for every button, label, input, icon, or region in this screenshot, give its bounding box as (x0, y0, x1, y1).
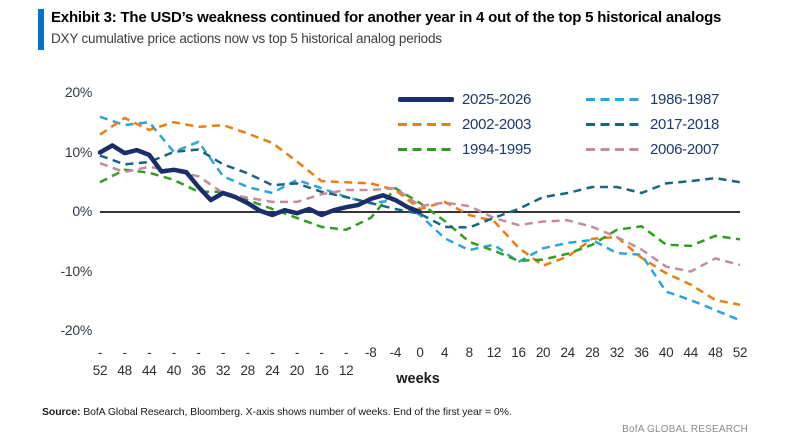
x-tick-week-20: 20 (535, 345, 551, 360)
y-tick--10%: -10% (60, 262, 93, 279)
x-tick-week--16: -16 (314, 345, 329, 378)
legend-swatch-1994-1995 (398, 148, 454, 151)
y-tick-20%: 20% (64, 84, 92, 100)
legend-item-2017-2018: 2017-2018 (586, 112, 719, 137)
chart-legend-column-1: 2025-2026 2002-2003 1994-1995 (398, 87, 531, 162)
exhibit-title: Exhibit 3: The USD’s weakness continued … (51, 9, 722, 26)
legend-item-2002-2003: 2002-2003 (398, 112, 531, 137)
x-tick-week--36: -36 (191, 345, 206, 378)
legend-swatch-2002-2003 (398, 123, 454, 126)
series-line-1986-1987 (99, 115, 741, 322)
x-tick-week--28: -28 (240, 345, 255, 378)
series-line-1994-1995 (99, 168, 741, 263)
legend-item-2006-2007: 2006-2007 (586, 137, 719, 162)
x-tick-week-24: 24 (560, 345, 575, 360)
legend-label-1986-1987: 1986-1987 (650, 91, 720, 108)
title-accent-bar (38, 9, 44, 50)
x-tick-week--52: -52 (92, 345, 108, 378)
x-tick-week--4: -4 (389, 345, 402, 360)
x-tick-week-28: 28 (585, 345, 600, 360)
x-tick-week-48: 48 (708, 345, 723, 360)
legend-label-2017-2018: 2017-2018 (650, 116, 720, 133)
x-tick-week--48: -48 (117, 345, 132, 378)
legend-swatch-1986-1987 (586, 98, 642, 101)
series-line-2025-2026 (97, 143, 423, 218)
y-tick-0%: 0% (72, 203, 92, 219)
series-line-2017-2018 (99, 148, 741, 229)
legend-label-1994-1995: 1994-1995 (462, 141, 532, 158)
legend-swatch-2006-2007 (586, 148, 642, 151)
legend-swatch-2025-2026 (398, 97, 454, 102)
x-tick-week--32: -32 (215, 345, 231, 378)
x-tick-week-52: 52 (732, 345, 748, 360)
legend-item-1994-1995: 1994-1995 (398, 137, 531, 162)
x-tick-week--20: -20 (289, 345, 305, 378)
series-line-2006-2007 (99, 162, 741, 273)
x-tick-week--8: -8 (365, 345, 377, 360)
legend-item-2025-2026: 2025-2026 (398, 87, 531, 112)
source-text: BofA Global Research, Bloomberg. X-axis … (80, 406, 512, 418)
x-tick-week-40: 40 (658, 345, 674, 360)
x-tick-week--12: -12 (338, 345, 354, 378)
x-axis-title: weeks (396, 371, 440, 387)
x-tick-week-44: 44 (683, 345, 699, 360)
x-tick-week-16: 16 (511, 345, 526, 360)
chart-legend-column-2: 1986-1987 2017-2018 2006-2007 (586, 87, 719, 162)
legend-label-2025-2026: 2025-2026 (462, 91, 532, 108)
x-tick-week-8: 8 (465, 345, 474, 360)
source-label: Source: (42, 406, 81, 418)
exhibit-subtitle: DXY cumulative price actions now vs top … (51, 31, 442, 46)
series-line-2002-2003 (99, 116, 741, 307)
x-tick-week--24: -24 (265, 345, 280, 378)
x-tick-week-0: 0 (416, 345, 424, 360)
legend-item-1986-1987: 1986-1987 (586, 87, 719, 112)
y-tick-10%: 10% (64, 143, 92, 160)
x-tick-week-4: 4 (441, 345, 449, 360)
x-tick-week--44: -44 (142, 345, 157, 378)
x-tick-week-32: 32 (609, 345, 625, 360)
legend-swatch-2017-2018 (586, 123, 642, 126)
x-tick-week--40: -40 (166, 345, 182, 378)
y-tick--20%: -20% (60, 322, 93, 338)
x-tick-week-12: 12 (486, 345, 502, 360)
x-tick-week-36: 36 (634, 345, 649, 360)
bofa-global-research-brand: BofA GLOBAL RESEARCH (622, 424, 748, 435)
legend-label-2002-2003: 2002-2003 (462, 116, 532, 133)
legend-label-2006-2007: 2006-2007 (650, 141, 720, 158)
source-note: Source: BofA Global Research, Bloomberg.… (42, 406, 512, 418)
